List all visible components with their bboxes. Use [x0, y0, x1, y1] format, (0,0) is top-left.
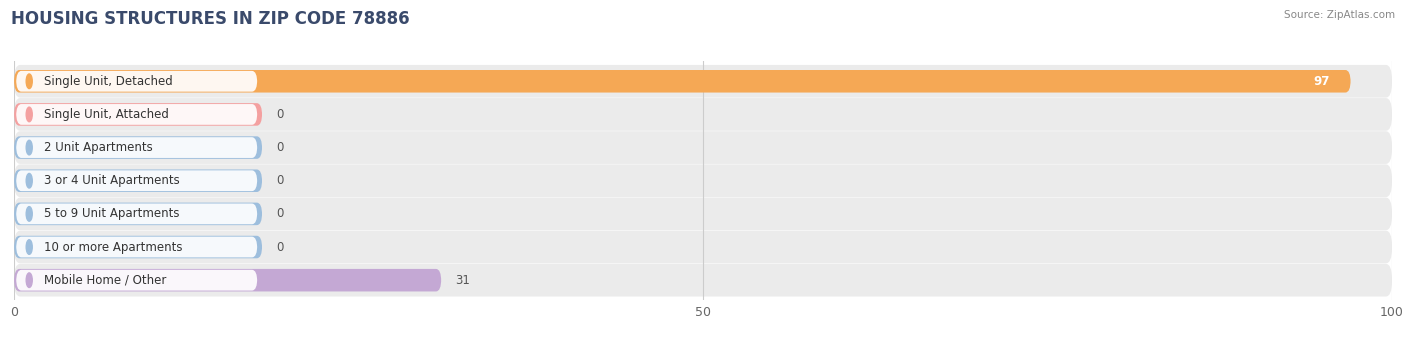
Circle shape [27, 74, 32, 89]
FancyBboxPatch shape [14, 103, 262, 126]
FancyBboxPatch shape [15, 237, 257, 257]
FancyBboxPatch shape [15, 170, 257, 191]
Circle shape [27, 240, 32, 254]
FancyBboxPatch shape [14, 203, 262, 225]
FancyBboxPatch shape [15, 71, 257, 92]
Circle shape [27, 140, 32, 155]
FancyBboxPatch shape [14, 169, 262, 192]
FancyBboxPatch shape [15, 204, 257, 224]
Text: Source: ZipAtlas.com: Source: ZipAtlas.com [1284, 10, 1395, 20]
Circle shape [27, 273, 32, 287]
Text: 0: 0 [276, 240, 283, 254]
FancyBboxPatch shape [14, 131, 1392, 164]
FancyBboxPatch shape [15, 270, 257, 291]
FancyBboxPatch shape [15, 104, 257, 125]
Circle shape [27, 107, 32, 122]
Circle shape [27, 207, 32, 221]
FancyBboxPatch shape [15, 137, 257, 158]
FancyBboxPatch shape [14, 264, 1392, 297]
Text: 0: 0 [276, 207, 283, 220]
Text: 2 Unit Apartments: 2 Unit Apartments [44, 141, 152, 154]
FancyBboxPatch shape [14, 98, 1392, 131]
FancyBboxPatch shape [14, 269, 441, 292]
FancyBboxPatch shape [14, 231, 1392, 263]
Text: 0: 0 [276, 108, 283, 121]
FancyBboxPatch shape [14, 65, 1392, 98]
Text: 97: 97 [1313, 75, 1330, 88]
Text: 31: 31 [456, 274, 470, 287]
Text: Mobile Home / Other: Mobile Home / Other [44, 274, 166, 287]
Circle shape [27, 174, 32, 188]
Text: 10 or more Apartments: 10 or more Apartments [44, 240, 183, 254]
Text: 5 to 9 Unit Apartments: 5 to 9 Unit Apartments [44, 207, 179, 220]
FancyBboxPatch shape [14, 236, 262, 258]
Text: 3 or 4 Unit Apartments: 3 or 4 Unit Apartments [44, 174, 180, 187]
FancyBboxPatch shape [14, 197, 1392, 230]
FancyBboxPatch shape [14, 136, 262, 159]
FancyBboxPatch shape [14, 70, 1351, 92]
Text: Single Unit, Detached: Single Unit, Detached [44, 75, 173, 88]
Text: 0: 0 [276, 141, 283, 154]
Text: 0: 0 [276, 174, 283, 187]
Text: HOUSING STRUCTURES IN ZIP CODE 78886: HOUSING STRUCTURES IN ZIP CODE 78886 [11, 10, 411, 28]
Text: Single Unit, Attached: Single Unit, Attached [44, 108, 169, 121]
FancyBboxPatch shape [14, 164, 1392, 197]
